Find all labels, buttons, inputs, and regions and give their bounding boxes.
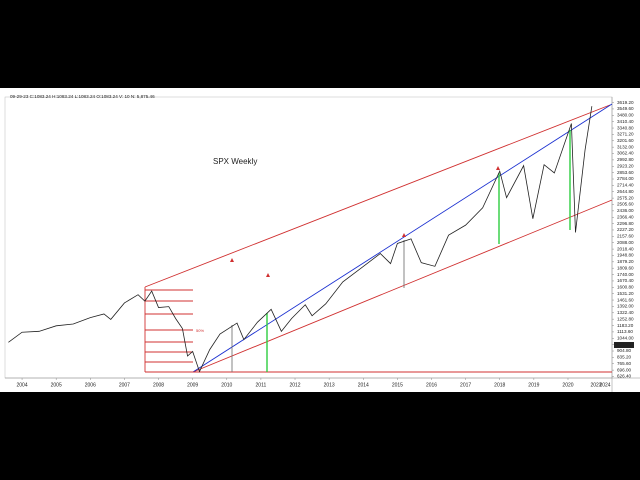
y-tick-label: 1879.20 <box>617 259 634 264</box>
x-tick-label: 2017 <box>460 382 471 388</box>
y-tick-label: 765.60 <box>617 361 631 366</box>
x-tick-label: 2010 <box>221 382 232 388</box>
price-line <box>8 106 593 373</box>
x-tick-label: 2013 <box>324 382 335 388</box>
x-tick-label: 2024 <box>599 382 610 388</box>
arrow <box>266 273 270 277</box>
y-tick-label: 1183.20 <box>617 323 634 328</box>
y-tick-label: 1948.80 <box>617 253 634 258</box>
y-tick-label: 2366.40 <box>617 214 634 219</box>
x-tick-label: 2005 <box>51 382 62 388</box>
y-tick-label: 1322.40 <box>617 310 634 315</box>
y-tick-label: 2784.00 <box>617 176 634 181</box>
arrow <box>496 166 500 170</box>
trend-line <box>192 103 613 373</box>
y-tick-label: 2088.00 <box>617 240 634 245</box>
y-tick-label: 696.00 <box>617 367 631 372</box>
y-tick-label: 2157.60 <box>617 234 634 239</box>
y-tick-label: 3480.00 <box>617 113 634 118</box>
x-tick-label: 2014 <box>358 382 369 388</box>
y-tick-label: 3619.20 <box>617 100 634 105</box>
y-tick-label: 1531.20 <box>617 291 634 296</box>
y-tick-label: 2644.80 <box>617 189 634 194</box>
x-tick-label: 2023 <box>590 382 601 388</box>
x-tick-label: 2012 <box>289 382 300 388</box>
y-tick-label: 2436.00 <box>617 208 634 213</box>
y-tick-label: 1252.80 <box>617 316 634 321</box>
y-tick-label: 1740.00 <box>617 272 634 277</box>
y-tick-label: 3271.20 <box>617 132 634 137</box>
y-tick-label: 2227.20 <box>617 227 634 232</box>
y-tick-label: 1044.00 <box>617 335 634 340</box>
channel-upper <box>144 104 611 288</box>
y-tick-label: 2923.20 <box>617 163 634 168</box>
y-tick-label: 2505.60 <box>617 202 634 207</box>
y-tick-label: 2992.80 <box>617 157 634 162</box>
x-tick-label: 2015 <box>392 382 403 388</box>
y-tick-label: 3549.60 <box>617 106 634 111</box>
y-tick-label: 3062.40 <box>617 151 634 156</box>
chart-panel <box>0 88 640 392</box>
y-tick-label: 974.40 <box>617 342 631 347</box>
y-tick-label: 626.40 <box>617 374 631 379</box>
y-tick-label: 2853.60 <box>617 170 634 175</box>
y-tick-label: 1670.40 <box>617 278 634 283</box>
y-tick-label: 1113.60 <box>617 329 633 334</box>
y-tick-label: 1600.80 <box>617 285 634 290</box>
header: 09-29-23 C:1083.24 H:1083.24 L:1083.24 O… <box>10 94 155 99</box>
y-tick-label: 2018.40 <box>617 246 634 251</box>
arrow <box>230 258 234 262</box>
x-tick-label: 2016 <box>426 382 437 388</box>
x-tick-label: 2018 <box>494 382 505 388</box>
y-tick-label: 1809.60 <box>617 265 634 270</box>
y-tick-label: 1461.60 <box>617 297 634 302</box>
x-tick-label: 2004 <box>16 382 27 388</box>
x-tick-label: 2020 <box>562 382 573 388</box>
annotation: 50% <box>196 328 204 333</box>
x-tick-label: 2011 <box>256 382 267 388</box>
y-tick-label: 835.20 <box>617 355 631 360</box>
y-tick-label: 2714.40 <box>617 183 634 188</box>
channel-lower <box>192 199 613 373</box>
y-tick-label: 3410.40 <box>617 119 634 124</box>
y-tick-label: 3201.60 <box>617 138 634 143</box>
y-tick-label: 2296.80 <box>617 221 634 226</box>
price-tag <box>614 342 634 348</box>
chart-title: SPX Weekly <box>213 157 257 166</box>
y-tick-label: 1392.00 <box>617 304 634 309</box>
x-tick-label: 2008 <box>153 382 164 388</box>
x-tick-label: 2019 <box>528 382 539 388</box>
arrow <box>402 233 406 237</box>
x-tick-label: 2007 <box>119 382 130 388</box>
x-tick-label: 2006 <box>85 382 96 388</box>
y-tick-label: 2575.20 <box>617 195 634 200</box>
x-tick-label: 2009 <box>187 382 198 388</box>
y-tick-label: 3132.00 <box>617 144 634 149</box>
arrows <box>230 166 500 277</box>
y-tick-label: 904.80 <box>617 348 631 353</box>
overlays <box>144 103 613 373</box>
y-tick-label: 3340.80 <box>617 125 634 130</box>
letterbox <box>0 0 640 88</box>
